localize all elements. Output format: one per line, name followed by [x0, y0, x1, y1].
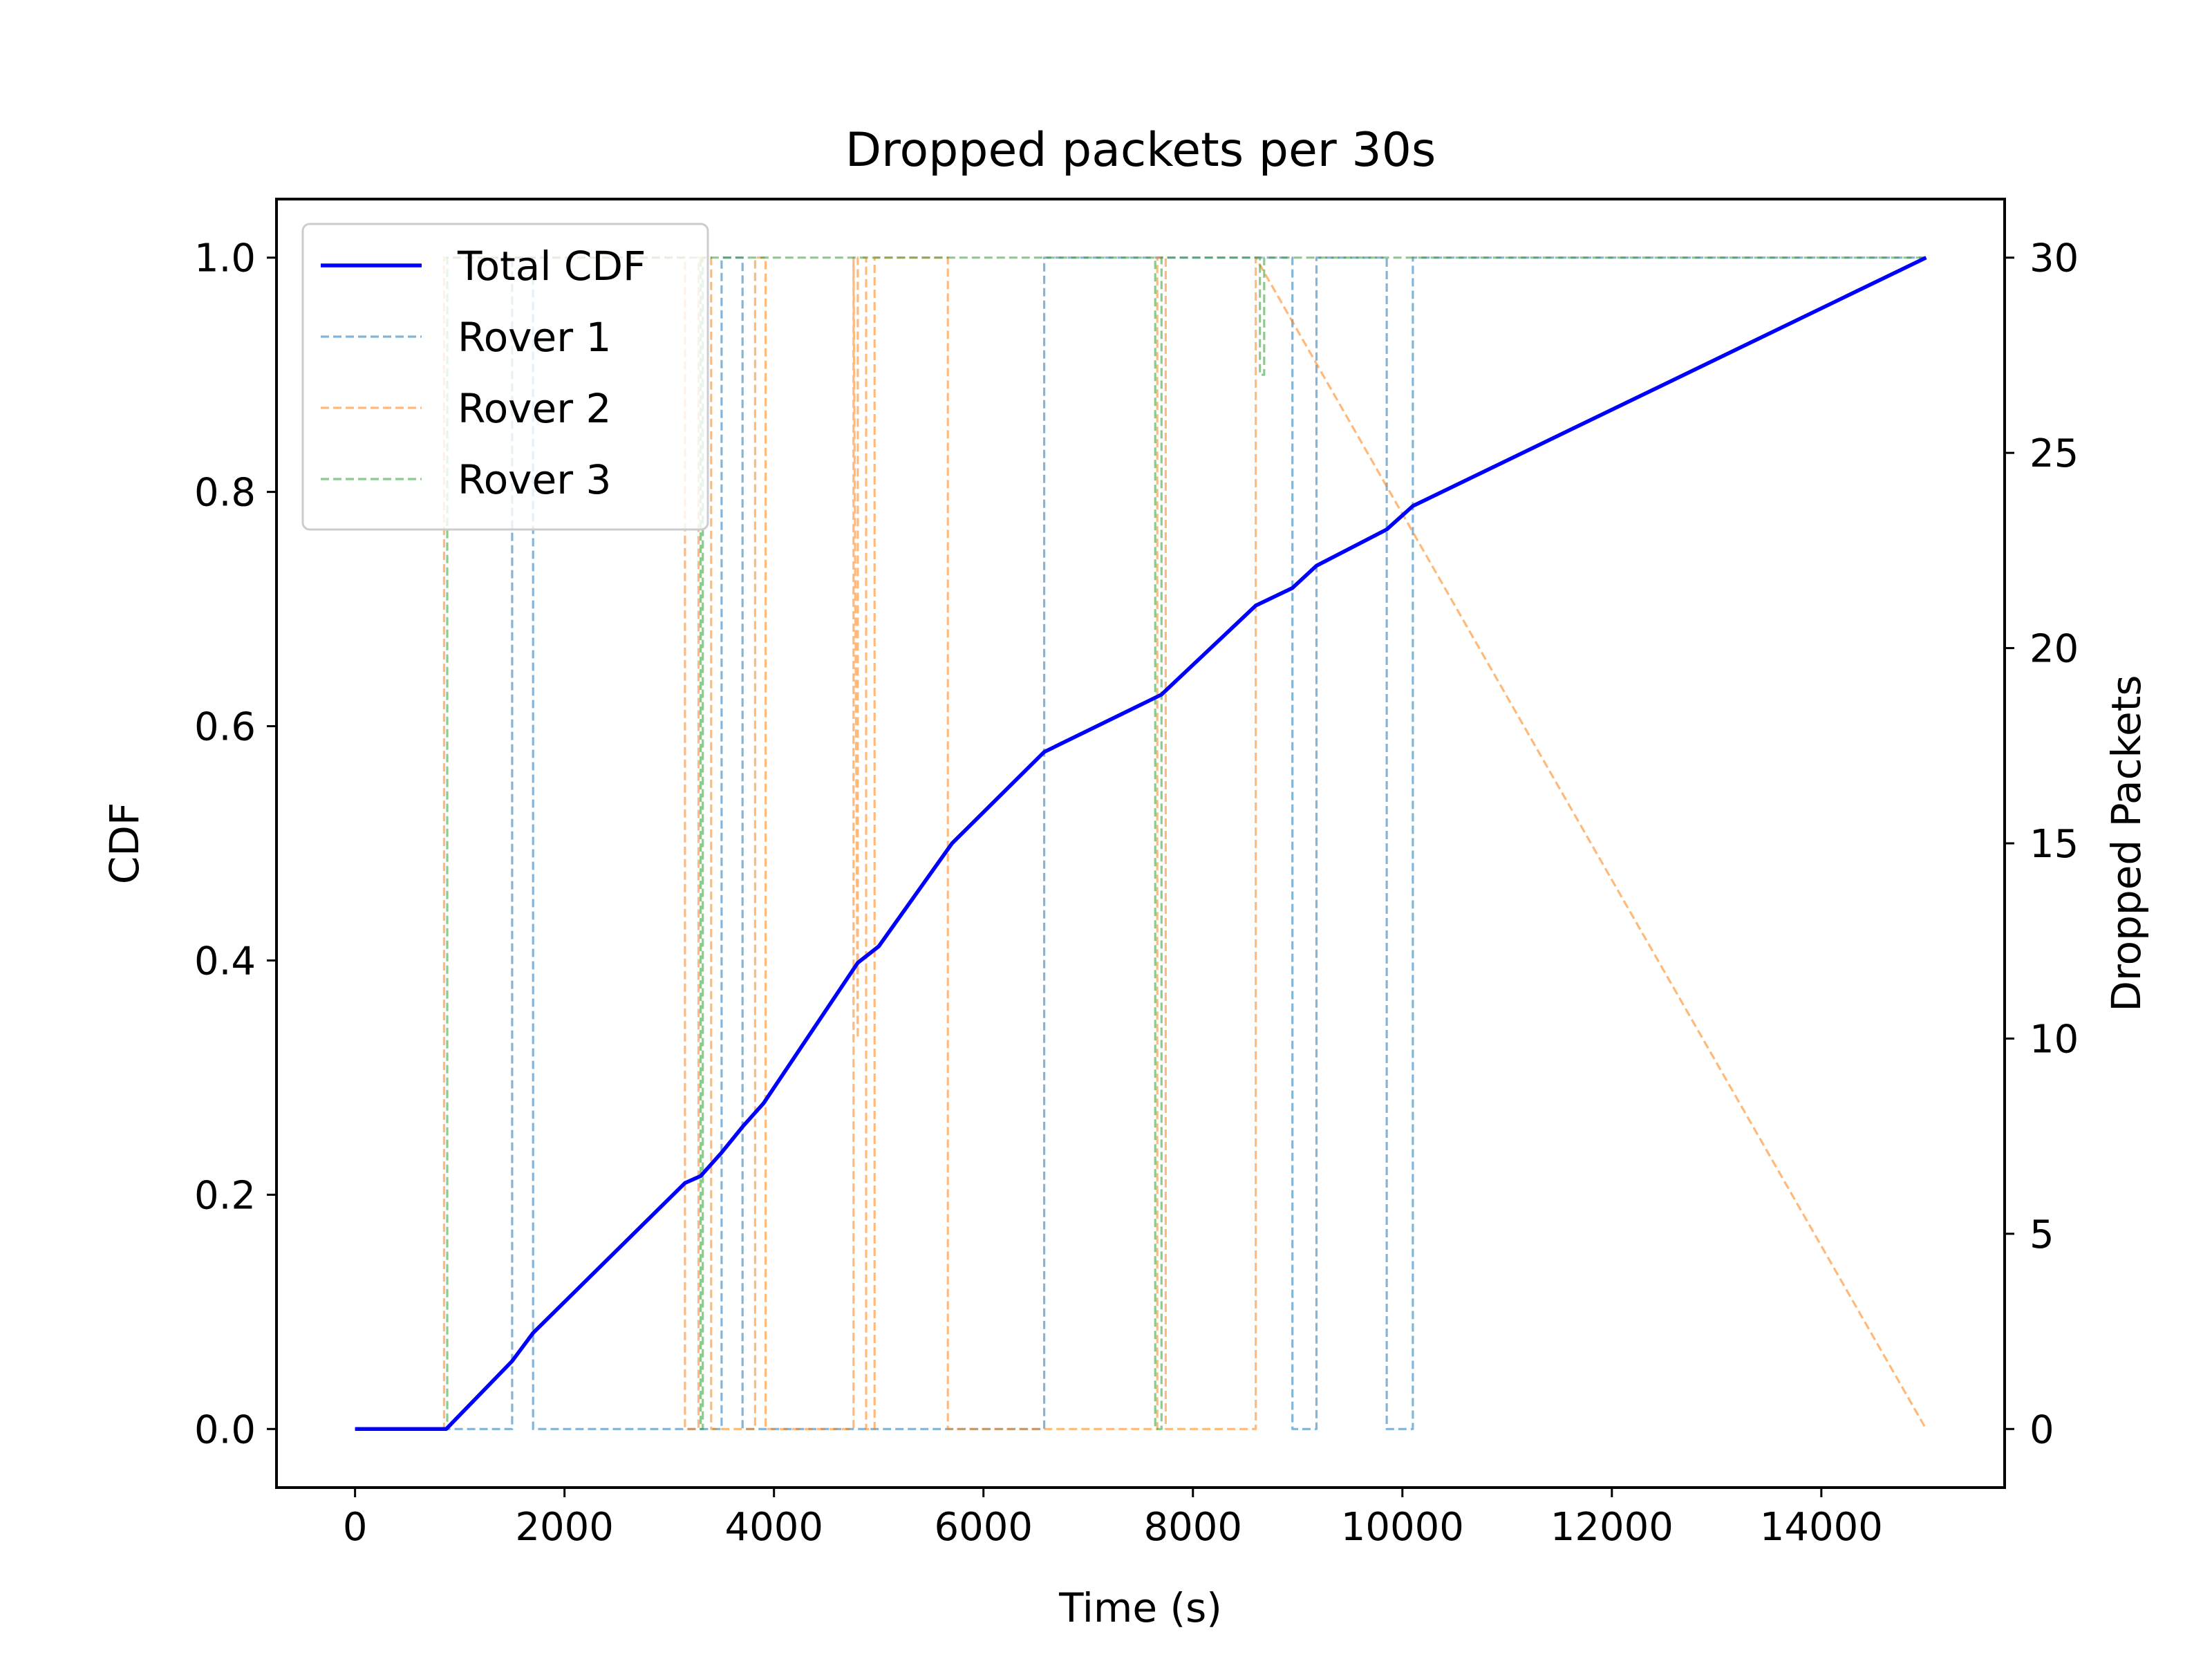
x-tick-label: 0 — [343, 1505, 368, 1550]
x-tick-label: 14000 — [1760, 1505, 1883, 1550]
x-tick-label: 6000 — [934, 1505, 1033, 1550]
x-tick-label: 12000 — [1550, 1505, 1674, 1550]
legend-label-rover-1: Rover 1 — [458, 314, 611, 361]
series-line-total-cdf — [355, 256, 1927, 1432]
right-y-axis-ticks: 0 5 10 15 20 25 30 — [2005, 236, 2079, 1452]
left-y-axis-label: CDF — [101, 803, 148, 885]
x-axis-ticks: 0 2000 4000 6000 8000 10000 12000 14000 — [343, 1488, 1883, 1550]
right-y-tick-label: 15 — [2030, 822, 2079, 867]
legend-label-rover-3: Rover 3 — [458, 456, 611, 503]
series-line-rover-3 — [355, 256, 1927, 1430]
left-y-tick-label: 0.2 — [194, 1173, 256, 1218]
right-y-tick-label: 25 — [2030, 431, 2079, 476]
legend: Total CDF Rover 1 Rover 2 Rover 3 — [301, 223, 709, 531]
right-y-tick-label: 10 — [2030, 1017, 2079, 1062]
right-y-tick-label: 0 — [2030, 1407, 2054, 1452]
left-y-tick-label: 0.8 — [194, 471, 256, 516]
left-y-axis-ticks: 0.0 0.2 0.4 0.6 0.8 1.0 — [194, 236, 276, 1452]
left-y-tick-label: 0.4 — [194, 939, 256, 984]
right-y-axis-label: Dropped Packets — [2103, 675, 2150, 1011]
legend-box — [301, 223, 709, 531]
right-y-tick-label: 30 — [2030, 236, 2079, 281]
x-tick-label: 2000 — [515, 1505, 614, 1550]
x-tick-label: 10000 — [1341, 1505, 1464, 1550]
right-y-tick-label: 20 — [2030, 627, 2079, 672]
legend-label-total-cdf: Total CDF — [457, 243, 646, 290]
chart-title: Dropped packets per 30s — [845, 123, 1436, 178]
x-tick-label: 4000 — [724, 1505, 823, 1550]
x-tick-label: 8000 — [1143, 1505, 1242, 1550]
right-y-tick-label: 5 — [2030, 1212, 2054, 1257]
series-line-rover-2 — [355, 256, 1927, 1430]
left-y-tick-label: 0.6 — [194, 705, 256, 750]
left-y-tick-label: 0.0 — [194, 1407, 256, 1452]
left-y-tick-label: 1.0 — [194, 236, 256, 281]
legend-label-rover-2: Rover 2 — [458, 385, 611, 432]
x-axis-label: Time (s) — [1058, 1584, 1222, 1631]
